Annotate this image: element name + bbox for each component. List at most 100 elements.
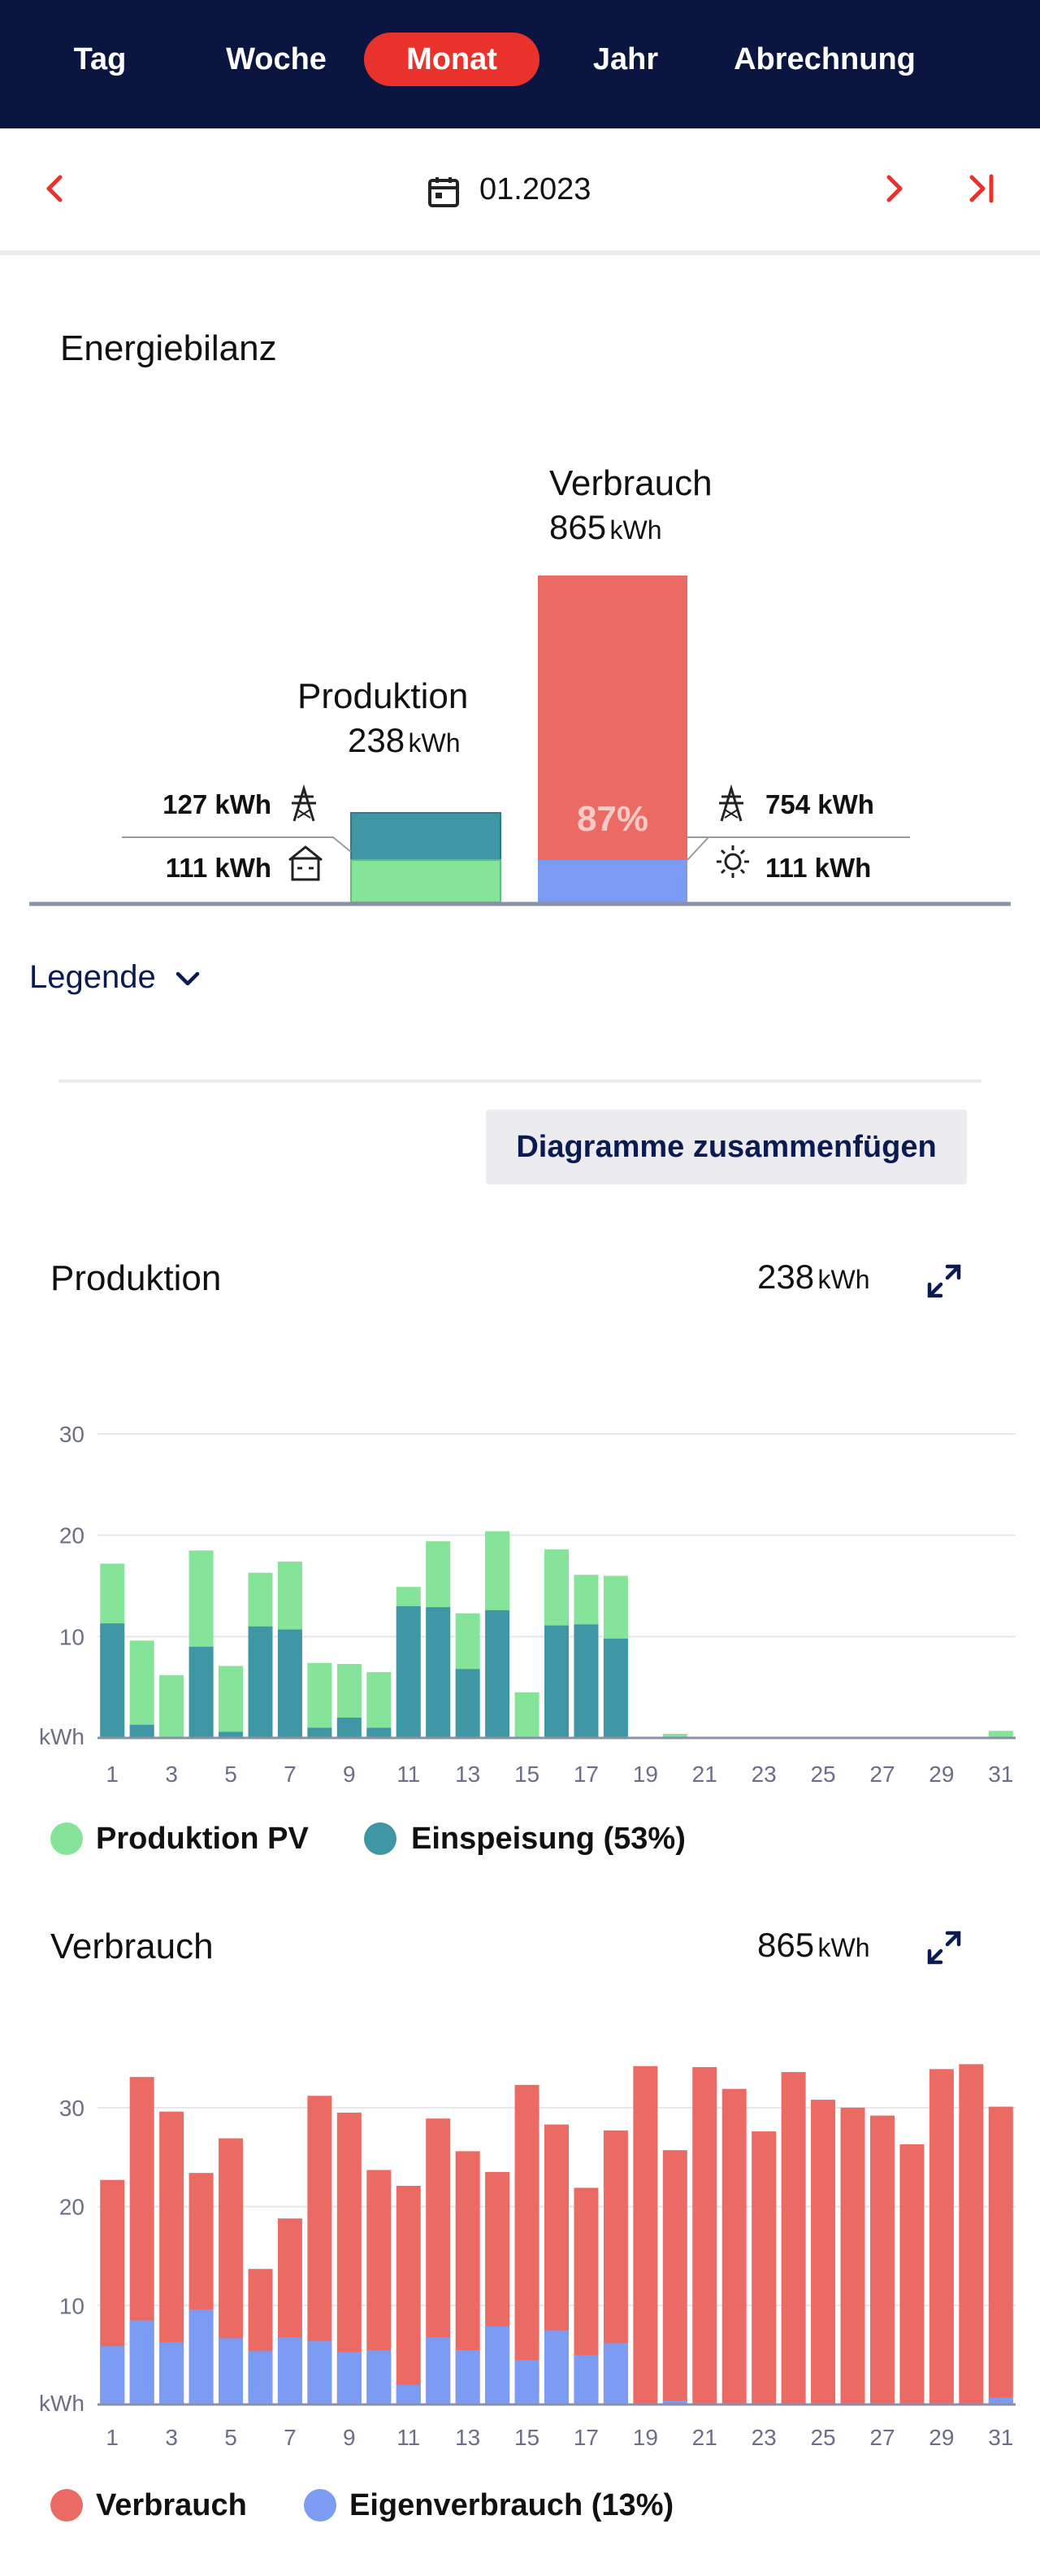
bar-eigenverbrauch-[interactable] (455, 2350, 480, 2404)
calendar-icon[interactable] (427, 176, 460, 208)
bar-eigenverbrauch-[interactable] (219, 2338, 244, 2404)
bar-einspeisung-[interactable] (219, 1731, 244, 1738)
legend-feed-in[interactable]: Einspeisung (53%) (411, 1822, 686, 1856)
legend-production-pv[interactable]: Produktion PV (96, 1822, 309, 1856)
bar-einspeisung-[interactable] (336, 1718, 362, 1738)
feed-in-block (350, 812, 501, 861)
bar-eigenverbrauch-[interactable] (988, 2397, 1013, 2404)
x-tick-label: 25 (810, 1761, 835, 1787)
bar-verbrauch[interactable] (514, 2084, 540, 2404)
legend-self-consumption[interactable]: Eigenverbrauch (13%) (349, 2488, 674, 2522)
bar-eigenverbrauch-[interactable] (277, 2337, 302, 2404)
bar-produktion-pv[interactable] (307, 1662, 332, 1738)
tab-week[interactable]: Woche (226, 42, 327, 76)
bar-verbrauch[interactable] (722, 2088, 747, 2404)
x-tick-label: 5 (224, 2425, 237, 2450)
x-tick-label: 21 (692, 1761, 717, 1787)
bar-verbrauch[interactable] (988, 2106, 1013, 2404)
bar-einspeisung-[interactable] (396, 1605, 421, 1738)
bar-produktion-pv[interactable] (219, 1666, 244, 1738)
production-chart-title: Produktion (50, 1258, 222, 1298)
bar-einspeisung-[interactable] (603, 1638, 628, 1738)
bar-einspeisung-[interactable] (307, 1727, 332, 1738)
bar-einspeisung-[interactable] (248, 1626, 273, 1738)
bar-eigenverbrauch-[interactable] (514, 2360, 540, 2404)
chevron-left-icon[interactable] (39, 172, 72, 205)
grid-consumption-block (538, 576, 687, 860)
bar-eigenverbrauch-[interactable] (129, 2320, 154, 2404)
tab-billing[interactable]: Abrechnung (734, 42, 916, 76)
self-use-value: 111 kWh (165, 853, 271, 883)
bar-einspeisung-[interactable] (188, 1646, 214, 1738)
bar-eigenverbrauch-[interactable] (426, 2337, 451, 2404)
bar-einspeisung-[interactable] (129, 1724, 154, 1738)
bar-eigenverbrauch-[interactable] (100, 2346, 125, 2404)
x-tick-label: 19 (633, 1761, 658, 1787)
bar-produktion-pv[interactable] (514, 1692, 540, 1738)
bar-eigenverbrauch-[interactable] (396, 2384, 421, 2404)
bar-verbrauch[interactable] (752, 2131, 777, 2404)
merge-charts-button[interactable]: Diagramme zusammenfügen (486, 1110, 967, 1184)
bar-verbrauch[interactable] (781, 2072, 806, 2404)
bar-eigenverbrauch-[interactable] (307, 2341, 332, 2404)
legend-toggle[interactable]: Legende (29, 953, 202, 1001)
bar-eigenverbrauch-[interactable] (336, 2352, 362, 2404)
legend-consumption[interactable]: Verbrauch (96, 2488, 247, 2522)
x-tick-label: 19 (633, 2425, 658, 2450)
chevron-right-icon[interactable] (878, 172, 910, 205)
legend-swatch-production-pv (50, 1822, 83, 1855)
bar-produktion-pv[interactable] (129, 1640, 154, 1738)
bar-einspeisung-[interactable] (485, 1609, 510, 1738)
bar-eigenverbrauch-[interactable] (662, 2400, 687, 2404)
bar-produktion-pv[interactable] (662, 1734, 687, 1738)
y-tick-label: 20 (59, 1523, 84, 1549)
tab-year[interactable]: Jahr (592, 42, 659, 76)
x-tick-label: 1 (106, 1761, 119, 1787)
x-tick-label: 15 (514, 1761, 540, 1787)
selected-period[interactable]: 01.2023 (479, 172, 592, 206)
bar-verbrauch[interactable] (899, 2144, 925, 2404)
bar-eigenverbrauch-[interactable] (603, 2343, 628, 2404)
bar-eigenverbrauch-[interactable] (366, 2350, 392, 2404)
bar-einspeisung-[interactable] (426, 1607, 451, 1738)
bar-verbrauch[interactable] (692, 2066, 717, 2404)
bar-verbrauch[interactable] (396, 2186, 421, 2404)
bar-eigenverbrauch-[interactable] (159, 2342, 184, 2404)
bar-produktion-pv[interactable] (988, 1731, 1013, 1738)
tab-day[interactable]: Tag (73, 42, 127, 76)
bar-einspeisung-[interactable] (455, 1669, 480, 1738)
x-tick-label: 5 (224, 1761, 237, 1787)
bar-produktion-pv[interactable] (366, 1671, 392, 1738)
expand-icon[interactable] (925, 1928, 964, 1967)
bar-eigenverbrauch-[interactable] (574, 2355, 599, 2404)
expand-icon[interactable] (925, 1262, 964, 1301)
bar-verbrauch[interactable] (840, 2107, 865, 2404)
x-tick-label: 11 (396, 2425, 420, 2450)
production-total: 238 kWh (348, 721, 461, 759)
x-tick-label: 17 (574, 2425, 599, 2450)
bar-einspeisung-[interactable] (574, 1624, 599, 1738)
x-tick-label: 23 (752, 1761, 777, 1787)
x-tick-label: 9 (343, 1761, 356, 1787)
bar-verbrauch[interactable] (633, 2066, 658, 2404)
date-navigation-bar (0, 128, 1040, 255)
bar-einspeisung-[interactable] (277, 1629, 302, 1738)
bar-einspeisung-[interactable] (366, 1727, 392, 1738)
x-tick-label: 23 (752, 2425, 777, 2450)
legend-swatch-self-consumption (304, 2489, 336, 2522)
bar-eigenverbrauch-[interactable] (485, 2326, 510, 2404)
bar-verbrauch[interactable] (869, 2115, 895, 2404)
bar-verbrauch[interactable] (662, 2150, 687, 2404)
bar-verbrauch[interactable] (811, 2100, 836, 2404)
bar-verbrauch[interactable] (959, 2064, 984, 2404)
bar-eigenverbrauch-[interactable] (544, 2330, 569, 2404)
bar-einspeisung-[interactable] (100, 1623, 125, 1738)
bar-verbrauch[interactable] (929, 2069, 954, 2404)
bar-eigenverbrauch-[interactable] (188, 2309, 214, 2404)
consumption-total: 865 kWh (549, 508, 662, 546)
bar-einspeisung-[interactable] (544, 1625, 569, 1738)
bar-eigenverbrauch-[interactable] (248, 2351, 273, 2404)
tab-month[interactable]: Monat (364, 33, 540, 86)
bar-produktion-pv[interactable] (159, 1675, 184, 1738)
skip-to-latest-icon[interactable] (965, 172, 998, 205)
